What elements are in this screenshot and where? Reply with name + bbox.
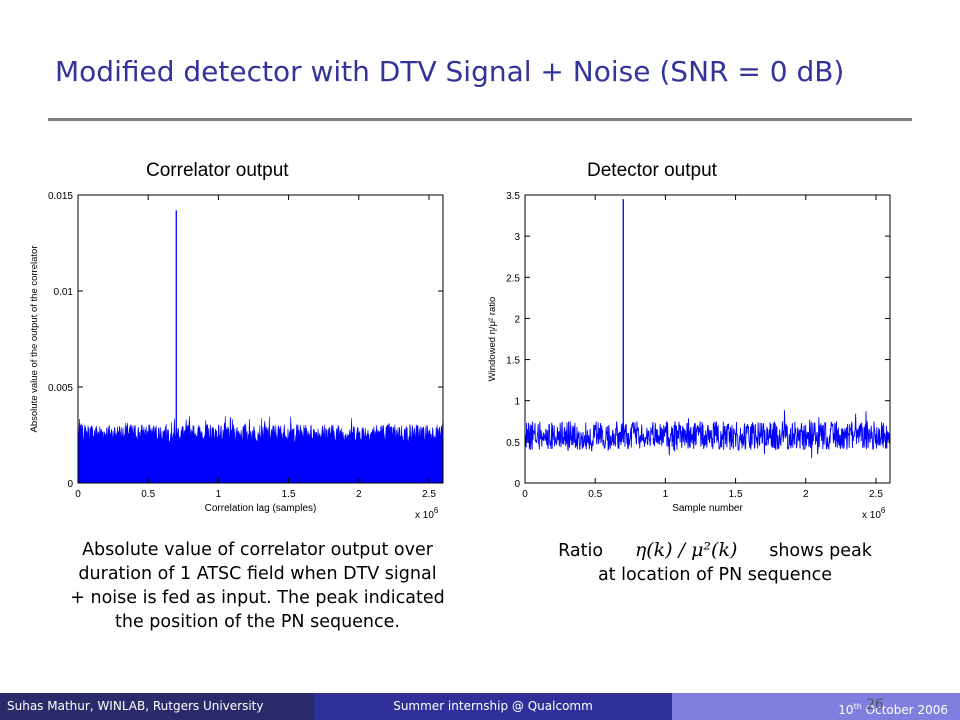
x-axis-label: Sample number [672, 503, 743, 514]
left-caption: Absolute value of correlator output over… [30, 538, 485, 634]
y-axis-label: Windowed η/μ² ratio [487, 297, 498, 382]
left-chart-title: Correlator output [146, 160, 289, 181]
ratio-prefix: Ratio [558, 541, 604, 561]
detector-chart: 0 0.5 1 1.5 2 2.5 3 3.5 0 0.5 1 1.5 2 2.5 Sample numbe… [487, 191, 891, 521]
correlator-chart: 0 0.005 0.01 0.015 0 0.5 1 1.5 2 2.5 Correlation l… [29, 191, 444, 521]
noise-floor-area [77, 416, 444, 484]
x-tick-label: 1 [216, 489, 222, 500]
y-tick-label: 3 [514, 232, 520, 243]
y-tick-label: 0.5 [506, 438, 520, 449]
left-caption-line: + noise is fed as input. The peak indica… [70, 588, 445, 608]
x-tick-label: 0.5 [588, 489, 602, 500]
y-tick-label: 2.5 [506, 273, 520, 284]
x-tick-label: 0 [75, 489, 81, 500]
y-tick-label: 2 [514, 314, 520, 325]
x-multiplier: x 106 [415, 506, 439, 521]
y-tick-label: 0.005 [48, 383, 73, 394]
x-multiplier: x 106 [862, 506, 886, 521]
footer-date: 10th October 2006 [672, 693, 960, 720]
y-tick-label: 3.5 [506, 191, 520, 202]
x-tick-label: 2.5 [422, 489, 436, 500]
right-caption-line2: at location of PN sequence [597, 565, 833, 585]
title-divider [48, 118, 912, 121]
footer-author: Suhas Mathur, WINLAB, Rutgers University [0, 693, 314, 720]
right-chart-title: Detector output [587, 160, 717, 181]
x-tick-label: 0.5 [141, 489, 155, 500]
y-tick-label: 0.01 [54, 287, 74, 298]
x-axis-label: Correlation lag (samples) [205, 503, 317, 514]
page-number: 26 [866, 697, 884, 713]
ratio-row: Ratio η(k) / μ²(k) shows peak [525, 538, 905, 563]
footer-event: Summer internship @ Qualcomm [314, 693, 672, 720]
ratio-formula: η(k) / μ²(k) [634, 539, 738, 561]
y-tick-label: 1.5 [506, 356, 520, 367]
y-tick-label: 0 [67, 479, 73, 490]
y-axis-label: Absolute value of the output of the corr… [29, 246, 40, 433]
left-caption-line: Absolute value of correlator output over [82, 540, 433, 560]
plot-frame [524, 194, 891, 484]
left-caption-line: the position of the PN sequence. [115, 612, 400, 632]
footer-bar: Suhas Mathur, WINLAB, Rutgers University… [0, 693, 960, 720]
x-tick-label: 1.5 [282, 489, 296, 500]
ratio-suffix: shows peak [769, 541, 872, 561]
slide-title: Modified detector with DTV Signal + Nois… [55, 55, 845, 88]
plot-frame [77, 194, 444, 484]
x-tick-label: 1 [663, 489, 669, 500]
x-tick-label: 2 [803, 489, 809, 500]
noise-band-line [524, 410, 891, 459]
left-caption-line: duration of 1 ATSC field when DTV signal [78, 564, 437, 584]
right-caption: Ratio η(k) / μ²(k) shows peak at locatio… [525, 538, 905, 587]
x-tick-label: 0 [522, 489, 528, 500]
x-tick-label: 2 [356, 489, 362, 500]
x-tick-label: 1.5 [729, 489, 743, 500]
x-tick-label: 2.5 [869, 489, 883, 500]
y-tick-label: 0.015 [48, 191, 73, 202]
y-tick-label: 1 [514, 397, 520, 408]
y-tick-label: 0 [514, 479, 520, 490]
